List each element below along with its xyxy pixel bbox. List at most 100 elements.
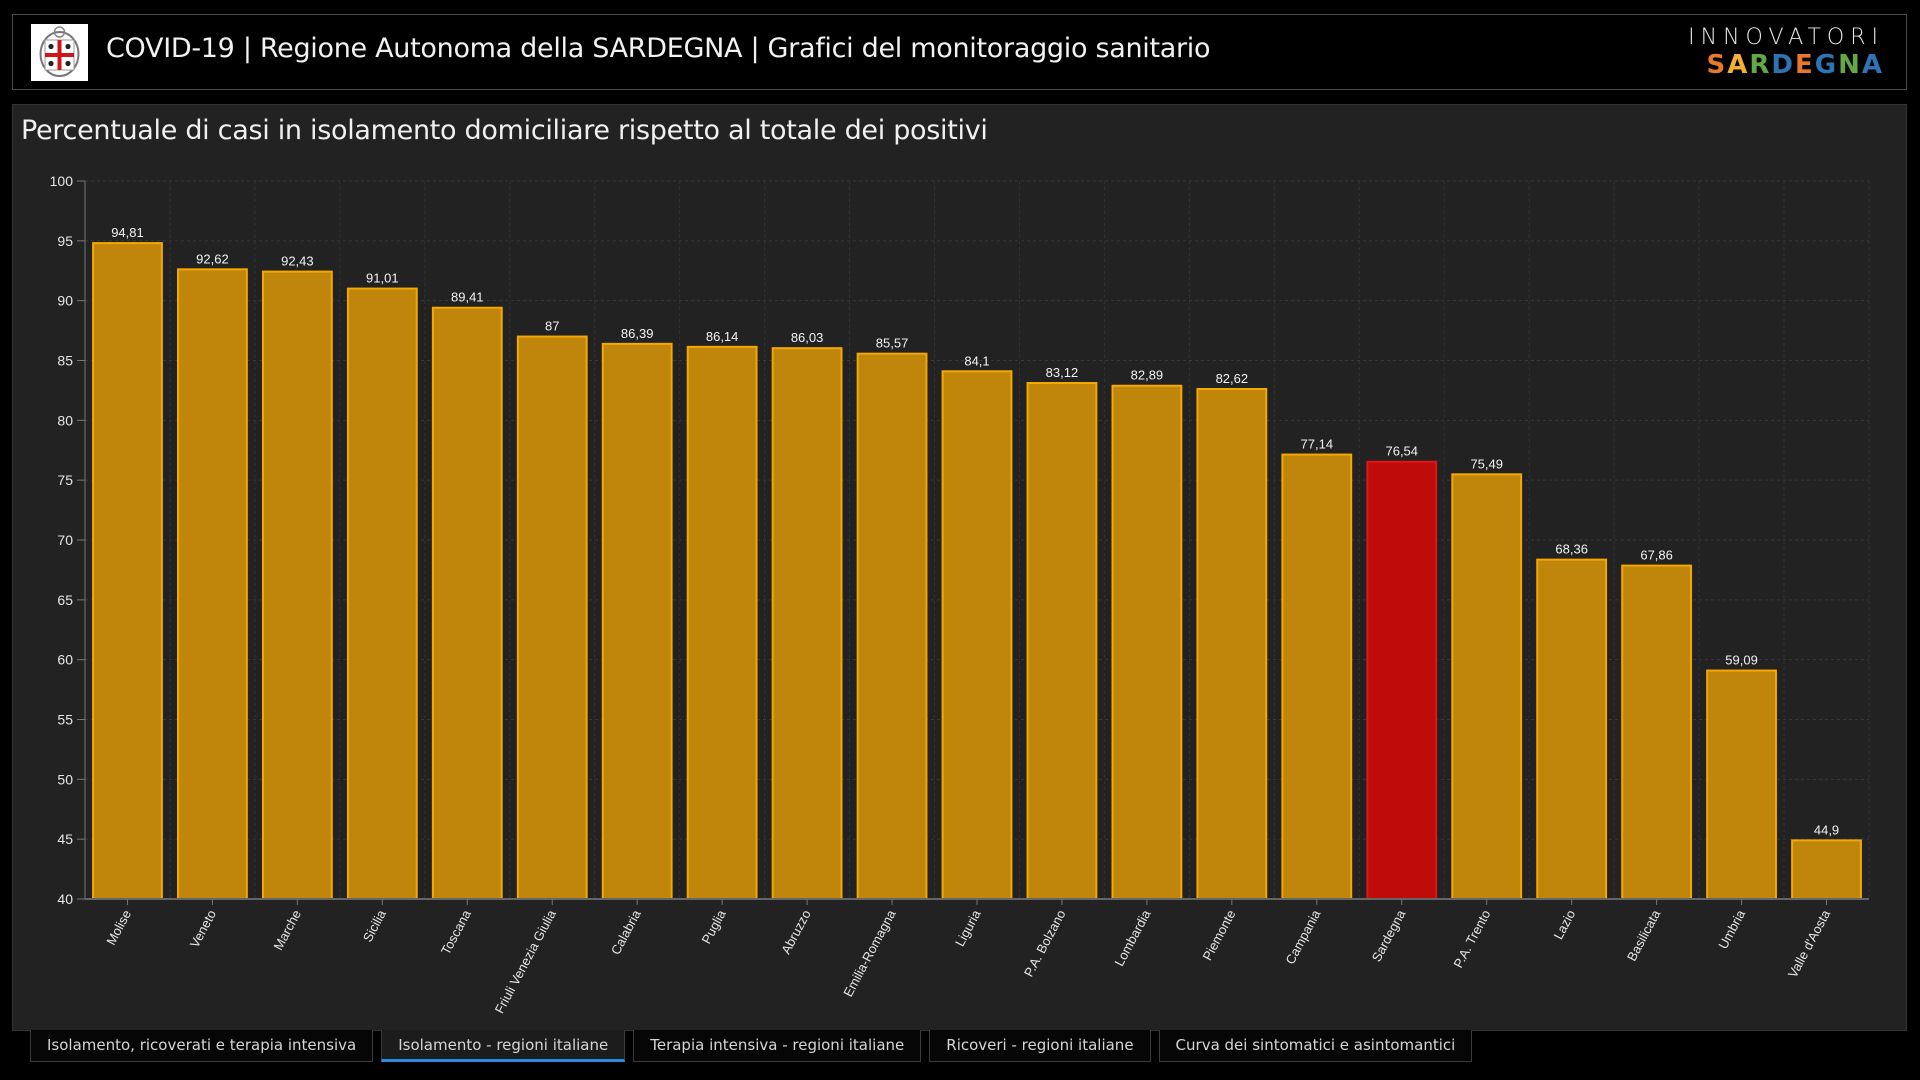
y-axis: 40 45 50 55 60 65 70 75 80 85 90 95 100: [50, 173, 86, 907]
y-tick-label: 90: [57, 293, 73, 309]
value-label: 83,12: [1046, 365, 1079, 380]
app-header: COVID-19 | Regione Autonoma della SARDEG…: [12, 14, 1907, 90]
bar-toscana[interactable]: [431, 306, 503, 901]
x-axis: Molise Veneto Marche Sicilia Toscana Friuli V…: [85, 898, 1869, 1016]
y-tick-label: 55: [57, 712, 73, 728]
x-tick-label: Emilia-Romagna: [840, 907, 899, 1000]
value-label: 91,01: [366, 271, 399, 286]
bar-sicilia[interactable]: [346, 287, 418, 901]
value-label: 86,39: [621, 326, 654, 341]
value-label: 84,1: [964, 353, 989, 368]
value-label: 76,54: [1385, 444, 1418, 459]
brand-letter: A: [1727, 50, 1750, 80]
value-label: 82,89: [1131, 368, 1164, 383]
brand-letter: R: [1749, 50, 1772, 80]
bar-campania[interactable]: [1281, 453, 1353, 900]
x-tick-label: Sardegna: [1369, 907, 1409, 965]
bar-marche[interactable]: [261, 270, 333, 901]
tab-isolamento-ricoverati-e-terapia-intensiva[interactable]: Isolamento, ricoverati e terapia intensi…: [30, 1030, 374, 1062]
y-tick-label: 40: [57, 891, 73, 907]
value-label: 67,86: [1640, 548, 1673, 563]
brand-letter: N: [1838, 50, 1862, 80]
brand-letter: S: [1706, 50, 1728, 80]
bar-p-a-bolzano[interactable]: [1026, 381, 1098, 901]
x-tick-label: Basilicata: [1624, 907, 1664, 964]
bar-friuli-venezia-giulia[interactable]: [516, 335, 588, 901]
y-tick-label: 75: [57, 472, 73, 488]
bar-lombardia[interactable]: [1111, 384, 1183, 900]
y-tick-label: 70: [57, 532, 73, 548]
tab-isolamento-regioni-italiane[interactable]: Isolamento - regioni italiane: [381, 1030, 626, 1062]
value-label: 92,62: [196, 251, 229, 266]
brand-bottom-text: SARDEGNA: [1688, 51, 1884, 79]
x-tick-label: Marche: [270, 907, 304, 952]
chart-title: Percentuale di casi in isolamento domici…: [21, 115, 988, 146]
bar-molise[interactable]: [92, 242, 163, 900]
y-tick-label: 50: [57, 771, 73, 787]
x-tick-label: Abruzzo: [778, 907, 814, 956]
brand-letter: D: [1771, 50, 1795, 80]
brand-letter: A: [1861, 50, 1884, 80]
bar-valle-d-aosta[interactable]: [1791, 839, 1862, 901]
value-label: 86,03: [791, 330, 824, 345]
x-tick-label: Piemonte: [1199, 907, 1238, 963]
sardinia-crest-icon: [31, 24, 88, 81]
x-tick-label: Puglia: [699, 907, 730, 947]
y-tick-label: 85: [57, 353, 73, 369]
bar-emilia-romagna[interactable]: [856, 352, 928, 900]
x-tick-label: Sicilia: [360, 907, 390, 945]
y-tick-label: 95: [57, 233, 73, 249]
x-tick-label: Friuli Venezia Giulia: [492, 907, 560, 1016]
y-tick-label: 100: [50, 173, 74, 189]
value-label: 89,41: [451, 290, 484, 305]
x-tick-label: Molise: [103, 907, 134, 947]
value-label: 87: [545, 319, 559, 334]
tab-terapia-intensiva-regioni-italiane[interactable]: Terapia intensiva - regioni italiane: [633, 1030, 922, 1062]
bar-piemonte[interactable]: [1196, 387, 1268, 900]
x-tick-label: Calabria: [608, 907, 644, 957]
value-label: 85,57: [876, 336, 909, 351]
value-label: 92,43: [281, 254, 314, 269]
value-label: 94,81: [111, 225, 144, 240]
bar-liguria[interactable]: [941, 370, 1013, 900]
bar-puglia[interactable]: [686, 345, 758, 901]
bar-chart: 40 45 50 55 60 65 70 75 80 85 90 95 100 94,81 92,62 92…: [50, 173, 1870, 1016]
y-tick-label: 65: [57, 592, 73, 608]
x-tick-label: Lazio: [1550, 907, 1578, 941]
app-title: COVID-19 | Regione Autonoma della SARDEG…: [106, 33, 1211, 64]
x-tick-label: Liguria: [952, 907, 984, 949]
value-label: 75,49: [1470, 456, 1503, 471]
y-tick-label: 45: [57, 831, 73, 847]
y-tick-label: 60: [57, 652, 73, 668]
x-tick-label: Valle d'Aosta: [1785, 907, 1834, 981]
x-tick-label: Veneto: [187, 907, 219, 950]
bar-lazio[interactable]: [1536, 558, 1608, 900]
y-tick-label: 80: [57, 412, 73, 428]
bar-veneto[interactable]: [177, 268, 248, 900]
bar-p-a-trento[interactable]: [1451, 473, 1523, 900]
bar-abruzzo[interactable]: [771, 347, 843, 901]
bar-calabria[interactable]: [601, 342, 673, 900]
x-tick-label: P.A. Trento: [1450, 907, 1493, 970]
value-label: 44,9: [1814, 822, 1839, 837]
bar-basilicata[interactable]: [1621, 564, 1693, 900]
bar-sardegna[interactable]: [1366, 460, 1438, 900]
x-tick-label: Lombardia: [1111, 907, 1153, 969]
value-label: 77,14: [1301, 437, 1334, 452]
value-label: 86,14: [706, 329, 739, 344]
tab-curva-dei-sintomatici-e-asintomantici[interactable]: Curva dei sintomatici e asintomantici: [1158, 1030, 1473, 1062]
bars: [92, 242, 1862, 901]
value-labels: 94,81 92,62 92,43 91,01 89,41 87 86,39 86,14 86,…: [111, 225, 1839, 837]
brand-letter: E: [1795, 50, 1815, 80]
brand-letter: G: [1814, 50, 1839, 80]
brand-top-text: INNOVATORI: [1688, 25, 1884, 50]
x-tick-label: Toscana: [438, 907, 474, 957]
tab-bar: Isolamento, ricoverati e terapia intensi…: [30, 1030, 1473, 1065]
value-label: 82,62: [1216, 371, 1249, 386]
tab-ricoveri-regioni-italiane[interactable]: Ricoveri - regioni italiane: [929, 1030, 1151, 1062]
value-label: 59,09: [1725, 653, 1758, 668]
x-tick-label: P.A. Bolzano: [1021, 907, 1069, 979]
bar-umbria[interactable]: [1706, 669, 1777, 900]
x-tick-label: Campania: [1282, 907, 1323, 967]
innovatori-sardegna-logo: INNOVATORI SARDEGNA: [1688, 25, 1884, 79]
